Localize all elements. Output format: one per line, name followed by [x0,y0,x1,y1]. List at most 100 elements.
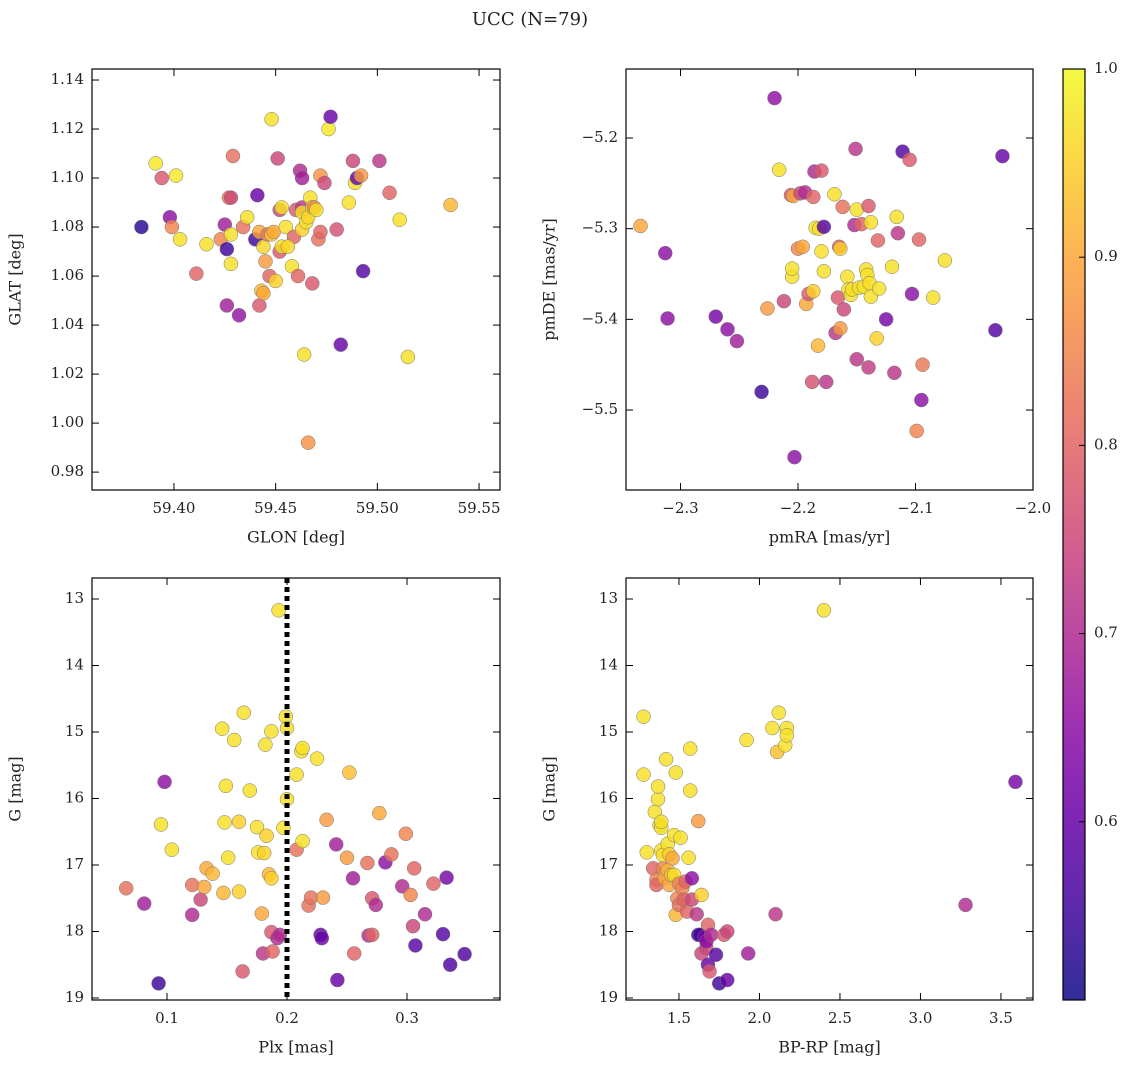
y-tick-label: 19 [65,988,84,1006]
data-point [702,964,717,979]
data-point [720,924,735,939]
data-point [703,927,719,943]
data-point [172,232,188,247]
data-point [708,947,724,963]
data-point [148,156,163,171]
data-point [333,337,348,352]
data-point [225,148,241,164]
data-point [315,890,331,905]
data-point [870,233,886,248]
y-tick-label: 15 [599,722,618,740]
data-point [863,215,879,230]
data-point [339,850,355,865]
data-point [915,357,930,372]
data-point [925,290,941,305]
data-point [869,331,884,346]
data-point [136,896,152,911]
y-tick-label: 1.14 [51,70,84,88]
plot-frame [91,577,501,1001]
data-point [408,938,423,953]
data-point [218,778,234,794]
data-point [309,202,324,218]
y-tick-label: −5.4 [582,309,618,327]
data-point [889,209,904,225]
y-axis-label: GLAT [deg] [6,233,25,325]
data-point [760,301,775,316]
data-point [153,817,169,832]
data-point [216,885,231,901]
data-point [368,897,384,913]
data-point [231,308,247,323]
data-point [937,253,953,268]
data-point [904,286,920,302]
data-point [691,813,706,829]
data-point [861,360,876,375]
data-point [818,374,834,390]
colorbar-tick-label: 0.8 [1094,435,1118,453]
data-point [779,728,795,743]
data-point [199,236,214,252]
plot-frame [91,68,501,491]
data-point [296,347,312,362]
data-point [314,930,330,946]
data-point [988,322,1003,338]
y-tick-label: 16 [65,789,84,807]
data-point [665,851,680,866]
data-point [235,964,250,979]
data-point [226,732,242,748]
data-point [814,244,829,259]
data-point [911,232,927,247]
data-point [787,449,802,465]
data-point [887,365,902,381]
data-point [406,861,422,876]
x-tick-label: 0.1 [155,1009,179,1027]
x-axis-label: pmRA [mas/yr] [769,528,891,547]
data-point [323,109,338,125]
subplot: 1.5 2.0 2.5 3.0 3.5 13 14 15 16 17 18 19 BP-RP [mag]… [540,577,1034,1057]
data-point [231,884,247,899]
data-point [684,871,700,886]
data-point [236,705,252,720]
data-point [264,724,279,739]
data-point [256,285,271,301]
data-point [259,828,274,843]
x-tick-label: 2.5 [828,1009,852,1027]
data-point [154,170,170,186]
x-tick-label: 3.0 [909,1009,933,1027]
data-point [814,163,829,178]
data-point [654,814,669,830]
data-point [827,186,842,202]
data-point [157,774,172,790]
x-tick-label: 59.45 [254,499,297,517]
data-point [400,349,416,365]
data-point [290,268,306,284]
y-tick-label: 14 [599,656,618,674]
y-tick-label: −5.2 [582,128,618,146]
x-axis-label: Plx [mas] [258,1038,333,1057]
data-point [258,254,273,269]
data-point [294,170,310,186]
data-point [239,210,255,225]
data-point [650,779,666,794]
data-point [636,709,651,724]
data-point [265,944,280,959]
data-point [274,200,290,215]
data-point [457,946,472,962]
y-tick-label: 1.00 [51,413,84,431]
y-tick-label: 1.10 [51,168,84,186]
data-point [740,946,756,961]
y-tick-label: 13 [599,589,618,607]
data-point [633,218,648,234]
data-point [884,259,900,275]
data-point [258,737,273,752]
subplot: 0.1 0.2 0.3 13 14 15 16 17 18 19 Plx [mas] G [mag] [6,577,501,1057]
data-point [668,765,683,780]
data-point [767,90,782,106]
data-point [689,906,704,922]
data-point [360,855,375,871]
data-point [346,946,362,961]
data-point [252,298,267,313]
data-point [249,819,265,835]
data-point [345,153,361,169]
